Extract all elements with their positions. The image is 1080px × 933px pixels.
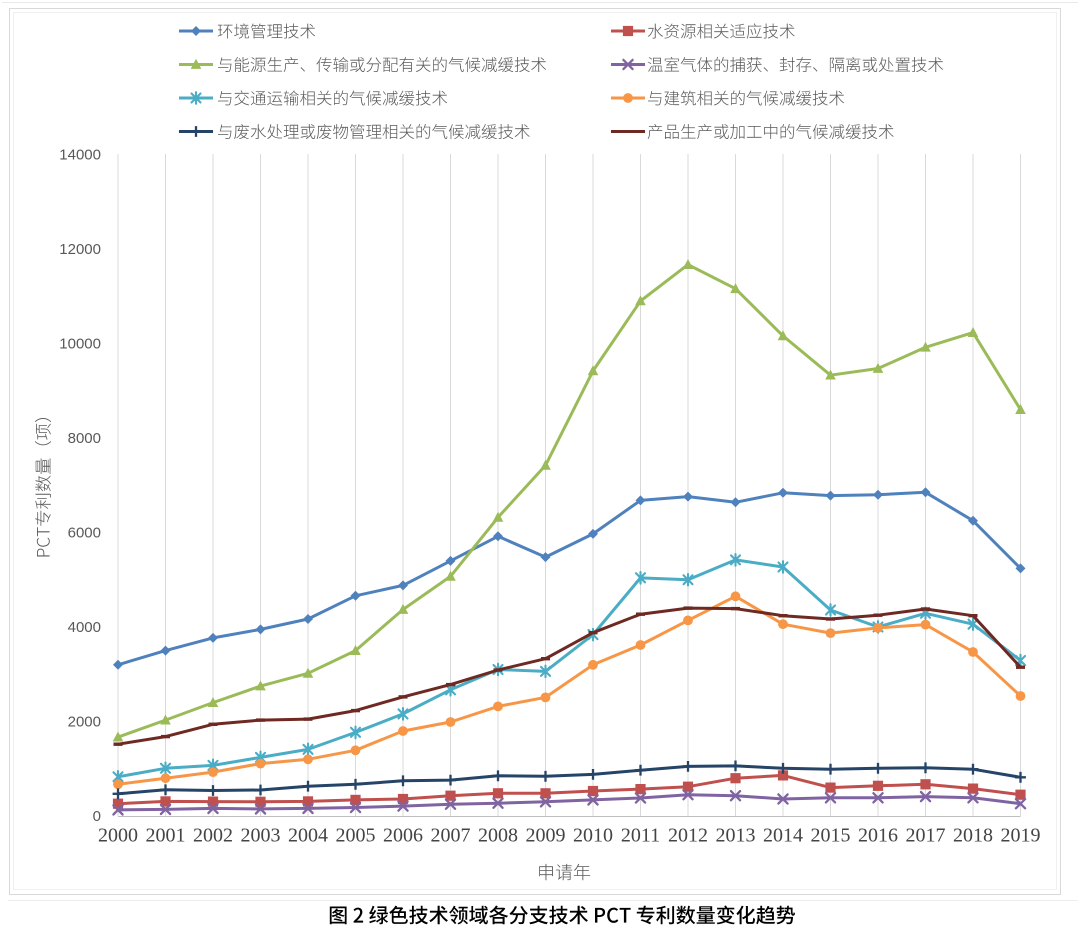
svg-text:2011: 2011 [621,825,660,847]
svg-text:14000: 14000 [59,147,101,164]
svg-text:2005: 2005 [336,825,376,847]
svg-text:2012: 2012 [668,825,708,847]
svg-text:2018: 2018 [953,825,993,847]
svg-text:2000: 2000 [98,825,138,847]
svg-text:2015: 2015 [811,825,851,847]
svg-text:6000: 6000 [68,525,101,542]
svg-text:2004: 2004 [288,825,328,847]
svg-text:2000: 2000 [68,714,101,731]
svg-text:2001: 2001 [146,825,186,847]
svg-text:2013: 2013 [716,825,756,847]
svg-text:2010: 2010 [573,825,613,847]
svg-text:2002: 2002 [193,825,233,847]
svg-text:2008: 2008 [478,825,518,847]
svg-text:2006: 2006 [383,825,423,847]
svg-text:2019: 2019 [1001,825,1041,847]
svg-text:2007: 2007 [431,825,471,847]
svg-text:4000: 4000 [68,619,101,636]
svg-text:2017: 2017 [906,825,946,847]
svg-text:0: 0 [93,808,101,825]
svg-text:12000: 12000 [59,241,101,258]
svg-text:8000: 8000 [68,430,101,447]
svg-text:2003: 2003 [241,825,281,847]
svg-text:10000: 10000 [59,336,101,353]
svg-text:2009: 2009 [526,825,566,847]
svg-text:2016: 2016 [858,825,898,847]
svg-text:2014: 2014 [763,825,803,847]
